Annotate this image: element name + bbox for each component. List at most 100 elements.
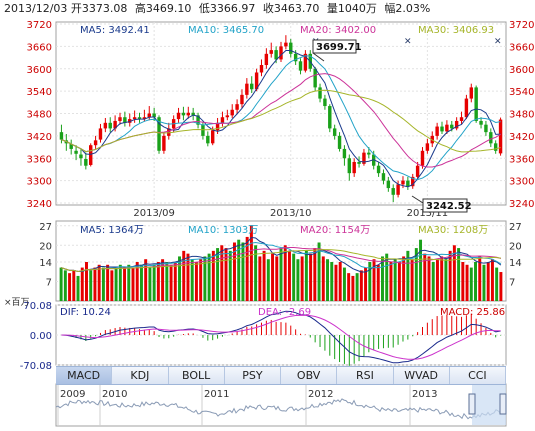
y-tick-label-right: 3480 [509,110,534,121]
candle [225,115,230,118]
volume-bar [199,259,203,301]
candle [479,120,483,125]
volume-bar [431,262,435,301]
volume-bar [423,253,427,301]
volume-bar [228,250,232,301]
close-icon[interactable]: ✕ [404,37,412,47]
candle [415,165,420,177]
volume-bar [211,250,215,301]
candle [284,42,288,47]
volume-bar [156,262,160,301]
volume-bar [241,242,245,301]
volume-bar [355,273,359,301]
volume-bar [207,253,211,301]
y-tick-label-left: 70.08 [23,301,52,312]
tab-psy[interactable]: PSY [224,367,281,384]
candle [401,180,405,185]
nav-left-handle [468,393,476,415]
candle [445,124,449,132]
volume-bar [435,259,439,301]
candle [474,87,478,121]
volume-bar [233,242,236,301]
y-tick-label-left: -70.08 [20,361,52,372]
x-tick-label: 2013/11 [407,208,449,219]
pin-icon[interactable]: ✕ [494,37,502,47]
candle [279,46,283,60]
volume-bar [182,250,186,301]
volume-bar [178,256,181,301]
volume-bar [300,256,304,301]
tab-cci[interactable]: CCI [449,367,506,384]
candle [191,112,195,116]
volume-bar [359,270,363,301]
tab-rsi[interactable]: RSI [337,367,394,384]
low-annotation: 3242.52 [426,201,472,212]
volume-bar [465,264,469,301]
candle [293,53,298,62]
candle [162,135,166,151]
volume-bar [499,272,503,301]
nav-year-label: 2012 [308,389,333,400]
svg-text:✕: ✕ [404,37,412,47]
volume-bar [406,250,410,301]
y-tick-label-right: 27 [509,222,522,233]
tab-kdj[interactable]: KDJ [112,367,169,384]
candle [128,119,132,123]
candle [420,150,425,166]
volume-bar [283,245,287,301]
y-tick-label-left: 14 [39,258,52,269]
volume-bar [397,262,401,301]
candle [323,98,327,107]
volume-bar [118,264,122,301]
tab-wvad[interactable]: WVAD [393,367,450,384]
volume-bar [342,267,346,301]
y-tick-label-right: 20 [509,241,522,252]
volume-bar [203,256,207,301]
candle [230,109,234,116]
navigator-frame[interactable] [55,383,507,427]
candle [235,104,239,110]
volume-bar [224,248,228,301]
volume-bar [194,262,198,301]
y-tick-label-left: 27 [39,222,52,233]
volume-bar [444,259,448,301]
y-tick-label-left: 20 [39,241,52,252]
y-tick-label-left: 3480 [27,110,52,121]
volume-bar [381,256,384,301]
y-tick-label-right: 3300 [509,177,534,188]
volume-bar [448,250,452,301]
candle [337,135,342,149]
volume-bar [68,273,72,301]
vol-legend-ma10: MA10: 1303万 [188,225,258,236]
volume-bar [389,262,393,301]
candle [489,132,493,144]
ma10-line [61,55,501,181]
volume-bar [216,248,220,301]
candle [59,132,64,140]
low-annotation-box [422,198,468,213]
tab-boll[interactable]: BOLL [168,367,225,384]
volume-bar [93,267,97,301]
candle [450,124,454,129]
y-tick-label-right: 7 [509,278,515,289]
candle [123,117,127,123]
volume-bar [419,239,423,301]
volume-bar [144,259,148,301]
y-tick-label-right: 3540 [509,87,534,98]
candle [498,119,503,154]
volume-bar [410,259,414,301]
candle [464,98,469,118]
volume-bar [173,262,177,301]
y-tick-label-right: 3600 [509,65,534,76]
y-tick-label-left: 3420 [27,132,52,143]
volume-bar [287,250,291,301]
volume-bar [304,250,308,301]
candle [313,68,317,88]
candle [152,113,156,118]
tab-obv[interactable]: OBV [281,367,338,384]
legend-ma20: MA20: 3402.00 [300,25,376,36]
vol-ma10-line [60,241,502,273]
tab-macd[interactable]: MACD [56,367,113,384]
volume-bar [245,236,249,301]
candle [250,83,254,90]
